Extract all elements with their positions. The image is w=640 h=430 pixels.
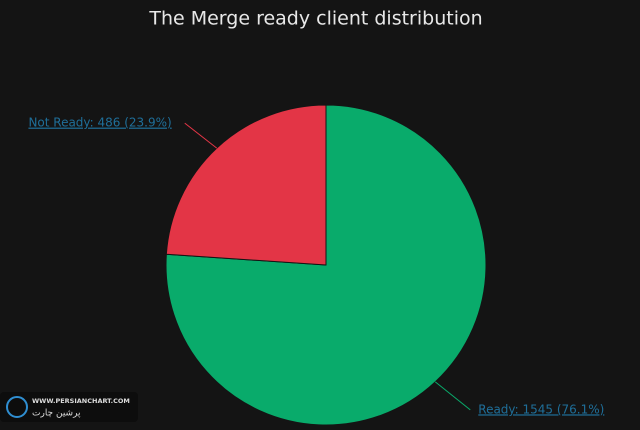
watermark-name: پرشین چارت xyxy=(32,409,81,419)
data-label: Not Ready: 486 (23.9%) xyxy=(28,116,171,130)
chart-title: The Merge ready client distribution xyxy=(148,8,482,30)
leader-line xyxy=(184,122,218,149)
watermark-url: WWW.PERSIANCHART.COM xyxy=(32,397,130,405)
pie-slice xyxy=(165,104,327,266)
watermark-box xyxy=(0,392,138,422)
leader-line xyxy=(434,381,471,411)
watermark: WWW.PERSIANCHART.COM پرشین چارت xyxy=(0,392,138,422)
data-label: Ready: 1545 (76.1%) xyxy=(478,402,604,416)
watermark-logo xyxy=(6,396,28,418)
